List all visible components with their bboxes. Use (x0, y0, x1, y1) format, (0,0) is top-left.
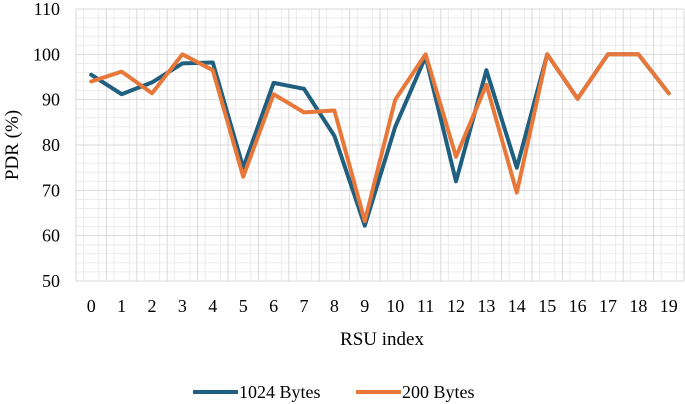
x-tick-label: 3 (178, 296, 187, 316)
x-tick-label: 2 (148, 296, 157, 316)
x-tick-label: 10 (386, 296, 404, 316)
y-axis-title: PDR (%) (2, 110, 23, 180)
legend-item-1024-bytes: 1024 Bytes (193, 382, 321, 402)
x-tick-label: 16 (569, 296, 587, 316)
x-tick-label: 15 (538, 296, 556, 316)
x-tick-label: 19 (660, 296, 678, 316)
x-tick-label: 7 (300, 296, 309, 316)
x-tick-label: 17 (599, 296, 617, 316)
x-tick-label: 13 (477, 296, 495, 316)
y-tick-label: 100 (33, 44, 60, 64)
gridlines (75, 8, 685, 282)
x-tick-label: 11 (417, 296, 434, 316)
x-tick-label: 0 (87, 296, 96, 316)
series-line-200-bytes (89, 52, 671, 224)
legend-label-200-bytes: 200 Bytes (402, 382, 475, 402)
series-lines (89, 52, 671, 228)
x-tick-label: 4 (208, 296, 217, 316)
x-tick-label: 14 (508, 296, 526, 316)
y-tick-label: 80 (42, 135, 60, 155)
x-tick-label: 18 (629, 296, 647, 316)
legend-label-1024-bytes: 1024 Bytes (239, 382, 321, 402)
legend: 1024 Bytes 200 Bytes (193, 382, 475, 402)
x-tick-label: 8 (330, 296, 339, 316)
y-tick-label: 50 (42, 271, 60, 291)
y-tick-label: 70 (42, 180, 60, 200)
x-tick-label: 9 (360, 296, 369, 316)
y-tick-label: 60 (42, 226, 60, 246)
x-tick-label: 6 (269, 296, 278, 316)
x-tick-label: 1 (117, 296, 126, 316)
y-tick-label: 110 (34, 0, 60, 19)
x-tick-label: 5 (239, 296, 248, 316)
y-tick-label: 90 (42, 90, 60, 110)
x-axis-title: RSU index (340, 329, 424, 350)
legend-item-200-bytes: 200 Bytes (356, 382, 475, 402)
x-tick-label: 12 (447, 296, 465, 316)
